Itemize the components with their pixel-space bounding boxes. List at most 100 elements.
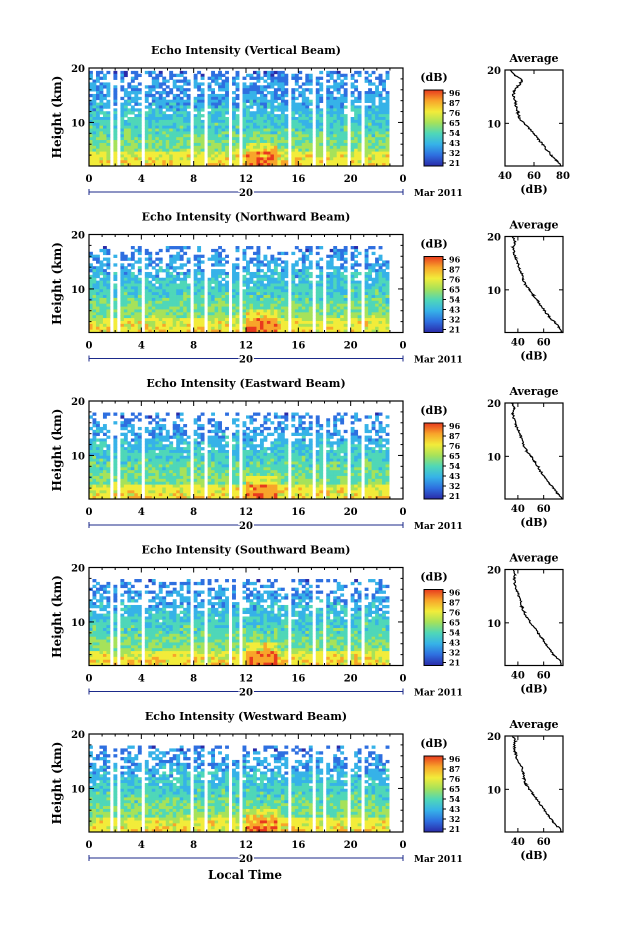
heatmap-cell	[273, 96, 278, 101]
heatmap-cell	[326, 151, 331, 155]
heatmap-cell	[162, 473, 167, 477]
heatmap-cell	[252, 142, 257, 147]
heatmap-cell	[134, 432, 139, 436]
heatmap-cell	[368, 312, 372, 316]
heatmap-cell	[155, 85, 160, 89]
heatmap-cell	[340, 286, 345, 290]
heatmap-cell	[256, 283, 261, 287]
heatmap-cell	[162, 151, 167, 155]
heatmap-cell	[162, 426, 167, 431]
heatmap-cell	[249, 151, 254, 155]
heatmap-cell	[256, 254, 261, 258]
heatmap-cell	[179, 461, 184, 465]
heatmap-cell	[144, 490, 149, 494]
heatmap-cell	[298, 303, 303, 307]
heatmap-cell	[172, 461, 177, 465]
heatmap-cell	[148, 470, 153, 474]
heatmap-cell	[315, 88, 320, 92]
heatmap-cell	[270, 295, 275, 299]
heatmap-cell	[158, 320, 163, 325]
heatmap-cell	[162, 128, 167, 132]
heatmap-cell	[385, 260, 390, 264]
heatmap-cell	[266, 73, 271, 78]
heatmap-cell	[280, 93, 285, 98]
heatmap-cell	[291, 283, 296, 287]
heatmap-cell	[340, 137, 345, 141]
heatmap-cell	[242, 99, 247, 103]
heatmap-cell	[169, 318, 174, 322]
heatmap-cell	[343, 157, 348, 161]
heatmap-cell	[242, 76, 247, 80]
heatmap-cell	[197, 306, 202, 310]
heatmap-cell	[270, 315, 275, 319]
heatmap-cell	[158, 145, 163, 150]
heatmap-cell	[169, 475, 174, 480]
heatmap-cell	[179, 163, 184, 167]
heatmap-cell	[214, 300, 219, 305]
heatmap-cell	[371, 105, 376, 109]
heatmap-cell	[256, 125, 261, 129]
heatmap-cell	[211, 295, 215, 299]
heatmap-cell	[242, 320, 247, 325]
heatmap-cell	[193, 447, 198, 451]
heatmap-cell	[252, 99, 257, 103]
heatmap-cell	[92, 295, 97, 299]
heatmap-cell	[329, 260, 334, 264]
heatmap-cell	[259, 309, 264, 313]
heatmap-cell	[315, 292, 320, 296]
heatmap-cell	[235, 318, 240, 322]
heatmap-cell	[211, 91, 215, 95]
heatmap-cell	[95, 484, 100, 488]
heatmap-cell	[280, 131, 285, 135]
heatmap-cell	[137, 484, 142, 488]
heatmap-cell	[186, 484, 191, 488]
heatmap-cell	[113, 320, 118, 325]
heatmap-cell	[200, 260, 205, 264]
heatmap-cell	[144, 444, 149, 448]
heatmap-cell	[92, 160, 97, 164]
heatmap-cell	[211, 412, 215, 416]
heatmap-cell	[364, 134, 369, 138]
heatmap-cell	[378, 297, 383, 302]
heatmap-cell	[246, 283, 250, 287]
heatmap-cell	[130, 131, 135, 135]
heatmap-cell	[329, 119, 334, 124]
heatmap-cell	[176, 277, 181, 282]
heatmap-cell	[232, 320, 236, 325]
heatmap-cell	[211, 257, 215, 261]
heatmap-cell	[158, 432, 163, 436]
heatmap-cell	[144, 251, 149, 256]
heatmap-cell	[343, 283, 348, 287]
heatmap-cell	[333, 151, 338, 155]
heatmap-cell	[95, 455, 100, 460]
heatmap-cell	[378, 82, 383, 86]
heatmap-cell	[368, 326, 372, 331]
heatmap-cell	[368, 93, 372, 98]
heatmap-cell	[225, 274, 229, 279]
heatmap-cell	[151, 455, 156, 460]
heatmap-cell	[158, 111, 163, 115]
heatmap-cell	[301, 128, 306, 132]
heatmap-cell	[336, 320, 341, 325]
heatmap-cell	[92, 429, 97, 434]
heatmap-cell	[162, 300, 167, 305]
heatmap-cell	[134, 93, 139, 98]
heatmap-cell	[102, 140, 107, 144]
heatmap-cell	[172, 306, 177, 310]
heatmap-cell	[329, 329, 334, 333]
heatmap-cell	[158, 470, 163, 474]
heatmap-cell	[259, 93, 264, 98]
heatmap-cell	[123, 93, 128, 98]
heatmap-cell	[99, 444, 104, 448]
heatmap-cell	[99, 82, 104, 86]
heatmap-cell	[301, 286, 306, 290]
heatmap-cell	[354, 329, 359, 333]
heatmap-cell	[319, 88, 324, 92]
heatmap-cell	[134, 99, 139, 103]
heatmap-cell	[158, 248, 163, 253]
heatmap-cell	[315, 329, 320, 333]
heatmap-cell	[158, 96, 163, 101]
heatmap-cell	[368, 79, 372, 83]
heatmap-cell	[158, 297, 163, 302]
heatmap-cell	[340, 283, 345, 287]
